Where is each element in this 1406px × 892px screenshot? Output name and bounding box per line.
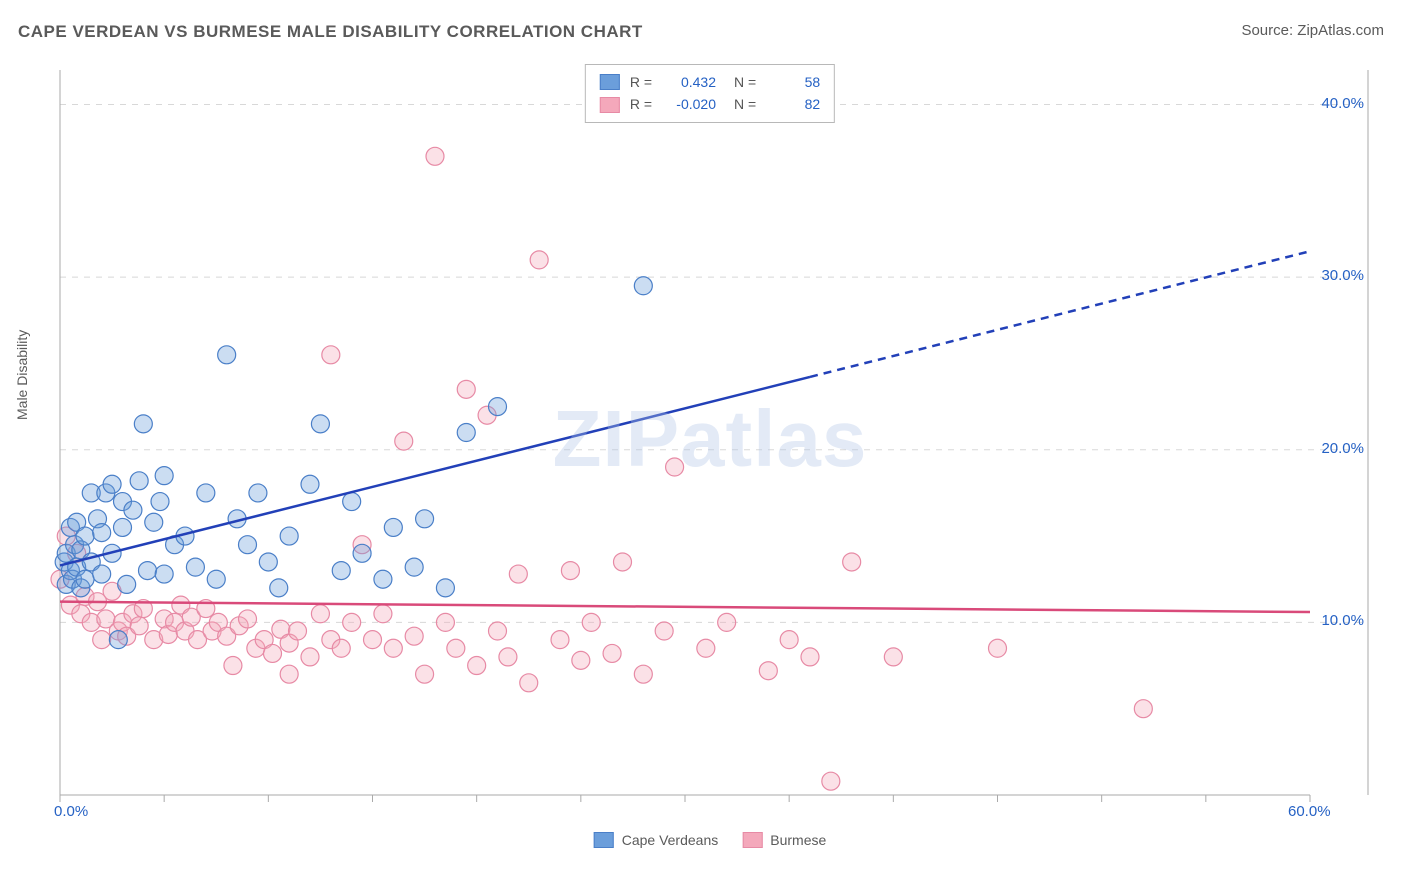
- y-tick-label: 30.0%: [1321, 267, 1364, 284]
- stat-value: 0.432: [666, 71, 716, 93]
- legend-item: Burmese: [742, 832, 826, 848]
- stat-label: N =: [734, 93, 756, 115]
- x-tick-label: 60.0%: [1288, 803, 1331, 820]
- stat-value: 58: [770, 71, 820, 93]
- legend-item-label: Cape Verdeans: [622, 832, 719, 848]
- y-tick-label: 40.0%: [1321, 95, 1364, 112]
- y-axis-label: Male Disability: [14, 330, 30, 420]
- plot-area: ZIPatlas R = 0.432 N = 58 R = -0.020 N =…: [50, 60, 1370, 850]
- legend-stats: R = 0.432 N = 58 R = -0.020 N = 82: [585, 64, 835, 123]
- y-tick-label: 20.0%: [1321, 440, 1364, 457]
- swatch-icon: [600, 74, 620, 90]
- legend-stats-row: R = -0.020 N = 82: [600, 93, 820, 115]
- swatch-icon: [594, 832, 614, 848]
- stat-label: N =: [734, 71, 756, 93]
- chart-title: CAPE VERDEAN VS BURMESE MALE DISABILITY …: [18, 22, 643, 42]
- y-tick-label: 10.0%: [1321, 612, 1364, 629]
- legend-stats-row: R = 0.432 N = 58: [600, 71, 820, 93]
- stat-value: -0.020: [666, 93, 716, 115]
- legend-item: Cape Verdeans: [594, 832, 719, 848]
- legend-item-label: Burmese: [770, 832, 826, 848]
- x-tick-label: 0.0%: [54, 803, 88, 820]
- source-label: Source: ZipAtlas.com: [1241, 22, 1384, 39]
- swatch-icon: [742, 832, 762, 848]
- stat-value: 82: [770, 93, 820, 115]
- scatter-chart: [50, 60, 1370, 850]
- legend-series: Cape Verdeans Burmese: [594, 832, 827, 848]
- swatch-icon: [600, 97, 620, 113]
- stat-label: R =: [630, 93, 652, 115]
- stat-label: R =: [630, 71, 652, 93]
